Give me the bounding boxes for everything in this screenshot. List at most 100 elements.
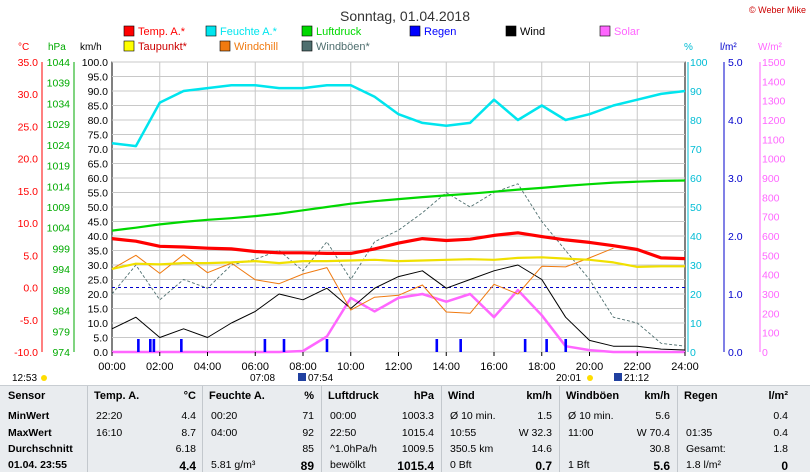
x-tick-label: 20:00 <box>576 361 604 373</box>
pressure-tick-label: 1019 <box>47 161 71 173</box>
sunset-label: 20:01 <box>556 373 581 384</box>
wind-tick-label: 20.0 <box>88 289 109 301</box>
series-line-tempa <box>111 231 686 261</box>
stats-temp-value: 8.7 <box>181 427 196 439</box>
solar-tick-label: 200 <box>762 308 780 320</box>
solar-tick-label: 100 <box>762 328 780 340</box>
wind-tick-label: 80.0 <box>88 115 109 127</box>
x-tick-label: 08:00 <box>289 361 317 373</box>
legend-swatch <box>123 40 135 52</box>
axis-units: °C hPa km/h% l/m² W/m² <box>18 42 783 53</box>
pressure-tick-label: 979 <box>52 326 70 338</box>
series-line-taupunkt <box>111 256 685 270</box>
rain-bar <box>263 339 267 352</box>
stats-wind-column: Wind km/h Ø 10 min. 1.5 10:55 W 32.3 350.5 km 1… <box>444 386 558 473</box>
stats-row-label: Durchschnitt <box>8 443 73 455</box>
stats-wind-label: 350.5 km <box>450 443 494 455</box>
chart-grid <box>111 61 686 353</box>
pressure-tick-label: 1029 <box>47 119 71 131</box>
stats-wind-label: 0 Bft <box>450 459 472 471</box>
series-line-luftdruck <box>111 179 686 232</box>
temp-unit: °C <box>18 42 29 53</box>
x-tick-label: 10:00 <box>337 361 365 373</box>
legend-swatch <box>301 40 313 52</box>
legend-swatch <box>301 25 313 37</box>
temp-tick-label: 10.0 <box>18 218 39 230</box>
stats-column-separator <box>87 386 88 472</box>
weather-chart: Sonntag, 01.04.2018 © Weber Mike Temp. A… <box>12 5 806 384</box>
wind-tick-label: 65.0 <box>88 159 109 171</box>
pressure-unit: hPa <box>48 42 66 53</box>
legend-swatch <box>599 25 611 37</box>
humidity-tick-label: 60 <box>690 173 702 185</box>
pressure-tick-label: 1039 <box>47 78 71 90</box>
sunset-sun-icon <box>587 375 593 381</box>
series-line-wind <box>111 264 686 351</box>
rain-bar <box>149 339 152 352</box>
stats-pressure-value: 1009.5 <box>401 443 434 455</box>
wind-tick-label: 90.0 <box>88 86 109 98</box>
stats-gusts-label: Ø 10 min. <box>568 410 614 422</box>
series-line-windben <box>111 183 686 347</box>
stats-rain-value: 0.4 <box>773 427 788 439</box>
temp-tick-label: -10.0 <box>14 347 38 359</box>
chart-title: Sonntag, 01.04.2018 <box>340 8 470 24</box>
chart-axes: 35.0 30.0 25.0 20.0 15.0 10.0 5.0 0.0 -5.0 -10.0 1… <box>14 57 785 359</box>
stats-gusts-value: W 70.4 <box>636 427 670 439</box>
stats-temp-label: 16:10 <box>96 427 123 439</box>
solar-tick-label: 900 <box>762 173 780 185</box>
stats-rain-label: 1.8 l/m² <box>686 459 722 471</box>
stats-humidity-label: 04:00 <box>211 427 238 439</box>
stats-rain-label: Gesamt: <box>686 443 726 455</box>
humidity-tick-label: 20 <box>690 289 702 301</box>
stats-temp-value: 4.4 <box>179 459 196 473</box>
stats-temp-label: 22:20 <box>96 410 123 422</box>
pressure-tick-label: 1044 <box>47 57 71 69</box>
wind-tick-label: 85.0 <box>88 101 109 113</box>
x-tick-label: 22:00 <box>623 361 651 373</box>
stats-gusts-label: 11:00 <box>568 427 594 439</box>
wind-unit: km/h <box>80 42 102 53</box>
sunset-icon <box>614 373 622 381</box>
pressure-tick-label: 989 <box>52 285 70 297</box>
temp-tick-label: 0.0 <box>23 283 38 295</box>
humidity-tick-label: 70 <box>690 144 702 156</box>
stats-humidity-value: 71 <box>302 410 314 422</box>
rain-tick-label: 1.0 <box>728 289 743 301</box>
x-tick-label: 16:00 <box>480 361 508 373</box>
rain-bar <box>523 339 527 352</box>
wind-tick-label: 45.0 <box>88 217 109 229</box>
pressure-tick-label: 1014 <box>47 181 71 193</box>
stats-wind-value: 14.6 <box>531 443 552 455</box>
x-tick-label: 18:00 <box>528 361 556 373</box>
stats-rain-unit: l/m² <box>768 390 788 402</box>
chart-series <box>111 83 686 354</box>
stats-gusts-value: 30.8 <box>649 443 670 455</box>
rain-tick-label: 3.0 <box>728 173 743 185</box>
wind-tick-label: 100.0 <box>82 57 108 69</box>
stats-gusts-header: Windböen <box>566 390 620 402</box>
rain-tick-label: 4.0 <box>728 115 743 127</box>
solar-tick-label: 1000 <box>762 154 786 166</box>
stats-sensor-header: Sensor <box>8 390 46 402</box>
stats-column-separator <box>202 386 203 472</box>
humidity-tick-label: 0 <box>690 347 696 359</box>
stats-temp-value: 6.18 <box>175 443 196 455</box>
temp-tick-label: 25.0 <box>18 121 39 133</box>
stats-temp-value: 4.4 <box>181 410 196 422</box>
solar-tick-label: 400 <box>762 270 780 282</box>
legend-label: Wind <box>520 26 545 38</box>
wind-tick-label: 15.0 <box>88 304 109 316</box>
stats-temp-header: Temp. A. <box>94 390 140 402</box>
x-tick-label: 14:00 <box>432 361 460 373</box>
stats-wind-label: 10:55 <box>450 427 477 439</box>
stats-column-separator <box>321 386 322 472</box>
stats-humidity-value: 89 <box>300 459 314 473</box>
stats-rain-value: 0 <box>781 459 788 473</box>
temp-tick-label: -5.0 <box>20 315 38 327</box>
solar-tick-label: 300 <box>762 289 780 301</box>
sunrise2-label: 07:54 <box>308 373 333 384</box>
wind-tick-label: 60.0 <box>88 173 109 185</box>
stats-pressure-value: 1003.3 <box>401 410 434 422</box>
stats-gusts-unit: km/h <box>644 390 670 402</box>
